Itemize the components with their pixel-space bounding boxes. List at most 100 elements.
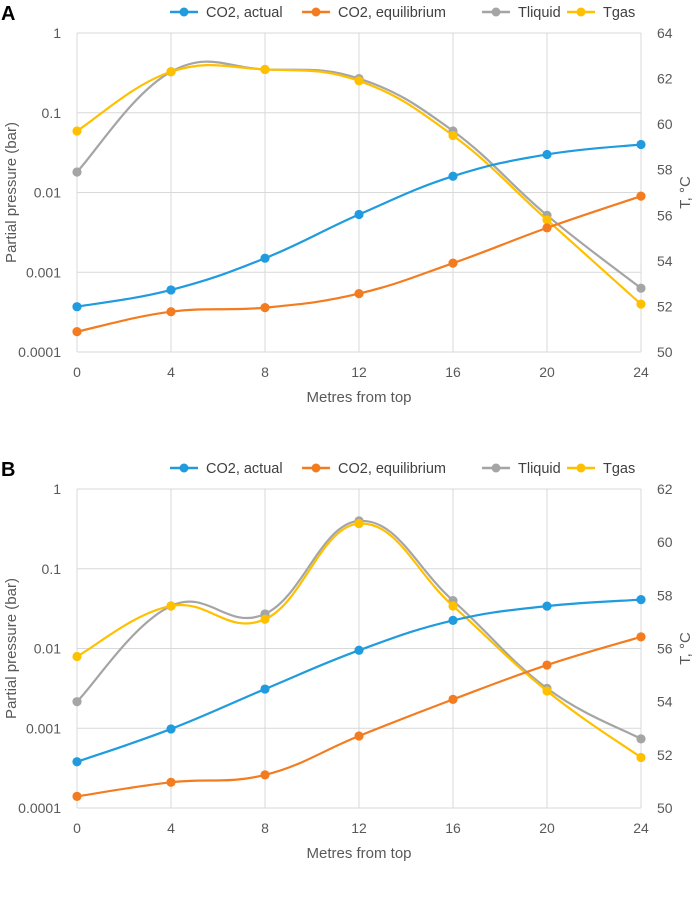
data-point-tgas <box>542 686 552 696</box>
data-point-co2-actual <box>448 171 458 181</box>
legend-label-co2-equilibrium: CO2, equilibrium <box>338 461 446 477</box>
x-tick-label: 24 <box>633 364 649 380</box>
data-point-co2-actual <box>166 285 176 295</box>
right-tick-label: 52 <box>657 298 673 314</box>
data-point-tliquid <box>636 283 646 293</box>
data-point-co2-actual <box>166 724 176 734</box>
legend-label-tliquid: Tliquid <box>518 5 561 21</box>
right-tick-label: 56 <box>657 641 673 657</box>
data-point-co2-actual <box>72 757 82 767</box>
data-point-co2-equilibrium <box>260 303 270 313</box>
right-tick-label: 56 <box>657 207 673 223</box>
right-axis-title: T, °C <box>677 632 694 665</box>
x-tick-label: 0 <box>73 820 81 836</box>
data-point-co2-equilibrium <box>448 258 458 268</box>
panel-letter: B <box>1 459 15 481</box>
legend-label-co2-actual: CO2, actual <box>206 5 283 21</box>
legend-label-tgas: Tgas <box>603 461 635 477</box>
data-point-co2-equilibrium <box>636 632 646 642</box>
right-tick-label: 60 <box>657 116 673 132</box>
data-point-co2-equilibrium <box>166 307 176 317</box>
data-point-tgas <box>72 651 82 662</box>
right-tick-label: 54 <box>657 253 673 269</box>
data-point-co2-actual <box>542 149 552 160</box>
legend-marker-tgas <box>576 463 586 473</box>
legend-label-co2-equilibrium: CO2, equilibrium <box>338 5 446 21</box>
right-tick-label: 60 <box>657 534 673 550</box>
data-point-tgas <box>260 614 270 624</box>
right-tick-label: 58 <box>657 162 673 178</box>
x-tick-label: 12 <box>351 820 367 836</box>
right-tick-label: 50 <box>657 344 673 360</box>
right-tick-label: 62 <box>657 481 673 497</box>
data-point-tgas <box>636 752 646 763</box>
x-tick-label: 12 <box>351 364 367 380</box>
data-point-tgas <box>354 518 364 529</box>
legend-marker-co2-equilibrium <box>311 463 321 473</box>
data-point-tgas <box>260 64 270 75</box>
data-point-co2-equilibrium <box>166 777 176 787</box>
legend-marker-tliquid <box>491 7 501 17</box>
x-tick-label: 4 <box>167 364 175 380</box>
left-axis-title: Partial pressure (bar) <box>3 122 20 263</box>
data-point-tgas <box>636 299 646 309</box>
data-point-co2-actual <box>636 595 646 605</box>
data-point-co2-actual <box>354 209 364 220</box>
right-tick-label: 50 <box>657 800 673 816</box>
legend-marker-co2-actual <box>179 7 189 17</box>
data-point-co2-actual <box>448 615 458 626</box>
data-point-tgas <box>166 601 176 611</box>
left-tick-label: 0.001 <box>26 720 61 736</box>
legend-label-tgas: Tgas <box>603 5 635 21</box>
x-tick-label: 8 <box>261 820 269 836</box>
x-tick-label: 8 <box>261 364 269 380</box>
left-tick-label: 0.0001 <box>18 344 61 360</box>
data-point-co2-equilibrium <box>354 731 364 741</box>
chart-panel-a: A 1 0.1 0.01 0.001 0.0001 0 4 8 12 16 20 24 64 62 60 58 5… <box>1 3 694 406</box>
right-tick-label: 64 <box>657 25 673 41</box>
data-point-co2-actual <box>542 601 552 611</box>
legend-marker-co2-actual <box>179 463 189 473</box>
data-point-co2-equilibrium <box>448 694 458 704</box>
x-tick-label: 16 <box>445 820 461 836</box>
data-point-tgas <box>354 76 364 86</box>
data-point-co2-actual <box>354 645 364 655</box>
legend-marker-tgas <box>576 7 586 17</box>
x-tick-label: 0 <box>73 364 81 380</box>
right-axis-title: T, °C <box>677 176 694 209</box>
chart-panel-b: B 1 0.1 0.01 0.001 0.0001 0 4 8 12 16 20 24 62 60 58 56 5… <box>1 459 694 862</box>
data-point-co2-equilibrium <box>72 327 82 337</box>
left-tick-label: 1 <box>53 25 61 41</box>
data-point-co2-actual <box>72 302 82 312</box>
data-point-co2-equilibrium <box>72 791 82 801</box>
x-tick-label: 20 <box>539 820 555 836</box>
data-point-tgas <box>542 215 552 225</box>
data-point-co2-actual <box>260 253 270 263</box>
data-point-co2-actual <box>260 684 270 694</box>
data-point-co2-equilibrium <box>542 660 552 670</box>
right-tick-label: 52 <box>657 747 673 763</box>
legend-marker-co2-equilibrium <box>311 7 321 17</box>
x-tick-label: 20 <box>539 364 555 380</box>
legend-marker-tliquid <box>491 463 501 473</box>
left-tick-label: 0.0001 <box>18 800 61 816</box>
data-point-tgas <box>72 126 82 136</box>
x-axis-title: Metres from top <box>306 845 411 862</box>
left-tick-label: 0.1 <box>42 561 62 577</box>
left-tick-label: 1 <box>53 481 61 497</box>
data-point-tgas <box>166 67 176 77</box>
data-point-tliquid <box>636 734 646 744</box>
x-tick-label: 24 <box>633 820 649 836</box>
x-tick-label: 4 <box>167 820 175 836</box>
x-axis-title: Metres from top <box>306 389 411 406</box>
legend-label-tliquid: Tliquid <box>518 461 561 477</box>
data-point-tgas <box>448 601 458 611</box>
data-point-co2-equilibrium <box>354 288 364 299</box>
data-point-co2-equilibrium <box>260 770 270 780</box>
data-point-tgas <box>448 130 458 141</box>
right-tick-label: 58 <box>657 587 673 603</box>
x-tick-label: 16 <box>445 364 461 380</box>
data-point-co2-equilibrium <box>636 191 646 201</box>
panel-letter: A <box>1 3 15 25</box>
right-tick-label: 54 <box>657 694 673 710</box>
